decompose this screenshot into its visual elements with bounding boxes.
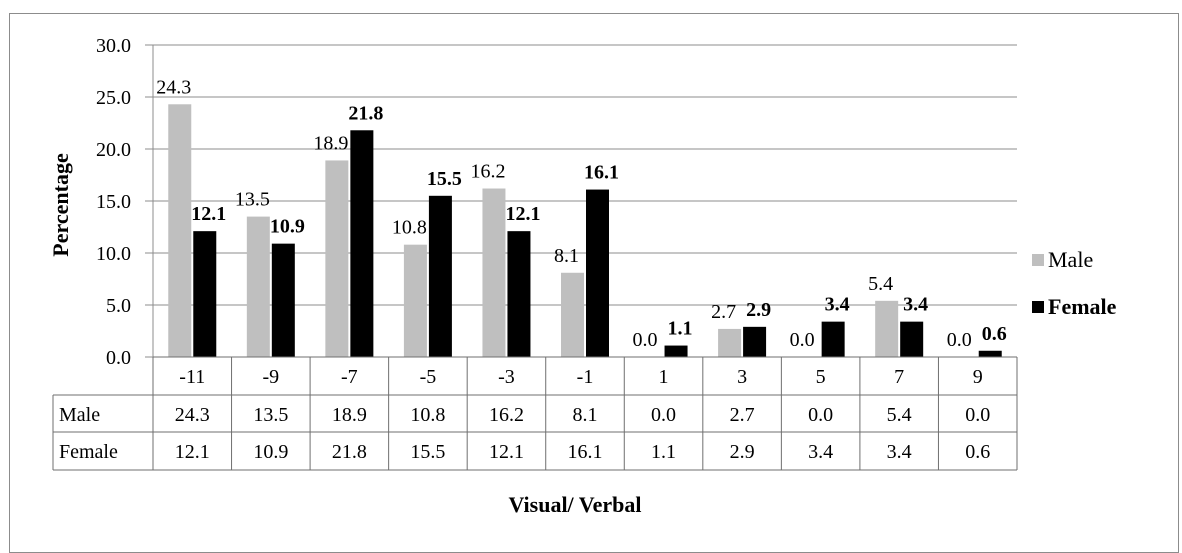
data-label-male: 16.2	[470, 161, 505, 183]
y-tick-label: 25.0	[96, 87, 131, 109]
bar-male--11	[168, 104, 192, 357]
bar-male--7	[325, 160, 349, 357]
table-cell: 2.7	[730, 404, 755, 426]
data-labels: 24.3 13.5 18.9 10.8 16.2 8.1 0.0 2.7 0.0 5.4 0.0 12…	[156, 76, 1006, 351]
bar-female-9	[978, 350, 1002, 357]
data-label-female: 10.9	[270, 216, 305, 238]
data-label-male: 0.0	[633, 329, 658, 351]
table-cell: 16.1	[568, 441, 603, 463]
data-label-female: 3.4	[825, 294, 850, 316]
bar-female--1	[586, 189, 609, 357]
table-cell: 12.1	[489, 441, 524, 463]
data-label-female: 12.1	[191, 203, 226, 225]
data-label-male: 0.0	[947, 329, 972, 351]
table-row-header-female: Female	[59, 441, 118, 463]
bar-male-7	[875, 300, 899, 357]
y-tick-label: 15.0	[96, 191, 131, 213]
y-tick-label: 30.0	[96, 35, 131, 57]
table-cell: 0.0	[808, 404, 833, 426]
y-tick-label: 10.0	[96, 243, 131, 265]
data-label-male: 5.4	[868, 273, 893, 295]
y-tick-label: 0.0	[106, 347, 131, 369]
table-cell: 12.1	[175, 441, 210, 463]
data-label-male: 24.3	[156, 76, 191, 98]
x-tick-label: -3	[498, 366, 515, 388]
x-tick-label: -5	[420, 366, 437, 388]
legend-label-male: Male	[1048, 247, 1093, 272]
bar-female--11	[193, 231, 217, 357]
bar-male-3	[718, 328, 742, 357]
data-label-female: 12.1	[505, 203, 540, 225]
data-label-male: 10.8	[392, 217, 427, 239]
table-cell: 0.0	[965, 404, 990, 426]
bar-male--3	[482, 188, 506, 357]
table-cell: 0.6	[965, 441, 990, 463]
legend: Male Female	[1032, 247, 1117, 319]
legend-swatch-male	[1032, 254, 1044, 266]
y-axis-label: Percentage	[48, 153, 73, 257]
table-cell: 5.4	[887, 404, 912, 426]
data-label-male: 13.5	[235, 189, 270, 211]
table-cell: 18.9	[332, 404, 367, 426]
x-tick-label: 1	[659, 366, 669, 388]
x-axis-label: Visual/ Verbal	[508, 492, 641, 517]
table-cell: 1.1	[651, 441, 676, 463]
x-tick-label: -1	[577, 366, 594, 388]
data-label-female: 3.4	[903, 294, 928, 316]
y-tick-label: 5.0	[106, 295, 131, 317]
bar-female--9	[271, 243, 295, 357]
table-cell: 24.3	[175, 404, 210, 426]
data-label-female: 15.5	[427, 168, 462, 190]
data-label-male: 8.1	[554, 245, 579, 267]
bar-male--1	[561, 272, 584, 357]
bar-male--9	[246, 216, 270, 357]
legend-swatch-female	[1032, 301, 1044, 313]
data-label-female: 21.8	[348, 102, 383, 124]
x-tick-label: 5	[816, 366, 826, 388]
data-label-female: 1.1	[668, 318, 693, 340]
data-label-male: 0.0	[790, 329, 815, 351]
table-cell: 15.5	[410, 441, 445, 463]
bars	[168, 104, 1002, 357]
data-label-male: 18.9	[313, 132, 348, 154]
table-cell: 0.0	[651, 404, 676, 426]
table-cell: 16.2	[489, 404, 524, 426]
x-tick-label: -9	[262, 366, 279, 388]
bar-female-3	[743, 326, 767, 357]
data-label-male: 2.7	[711, 301, 736, 323]
x-tick-label: 9	[973, 366, 983, 388]
bar-female--7	[350, 130, 374, 357]
bar-female-7	[900, 321, 924, 357]
x-tick-label: -7	[341, 366, 358, 388]
bar-female--5	[428, 195, 452, 357]
data-label-female: 16.1	[584, 162, 619, 184]
table-row-header-male: Male	[59, 404, 100, 426]
bar-female-5	[821, 321, 845, 357]
table-cell: 8.1	[573, 404, 598, 426]
table-cell: 13.5	[253, 404, 288, 426]
table-cell: 21.8	[332, 441, 367, 463]
x-tick-label: 3	[737, 366, 747, 388]
bar-female-1	[664, 345, 688, 357]
bar-female--3	[507, 231, 531, 357]
table-cell: 3.4	[808, 441, 833, 463]
y-tick-label: 20.0	[96, 139, 131, 161]
legend-label-female: Female	[1048, 294, 1117, 319]
data-label-female: 2.9	[746, 299, 771, 321]
y-axis-tick-labels: 0.0 5.0 10.0 15.0 20.0 25.0 30.0	[96, 35, 131, 369]
table-cell: 3.4	[887, 441, 912, 463]
x-tick-label: 7	[894, 366, 904, 388]
table-cell: 10.9	[253, 441, 288, 463]
data-label-female: 0.6	[982, 323, 1007, 345]
bar-male--5	[403, 244, 427, 357]
x-tick-label: -11	[179, 366, 205, 388]
table-cell: 2.9	[730, 441, 755, 463]
table-cell: 10.8	[410, 404, 445, 426]
